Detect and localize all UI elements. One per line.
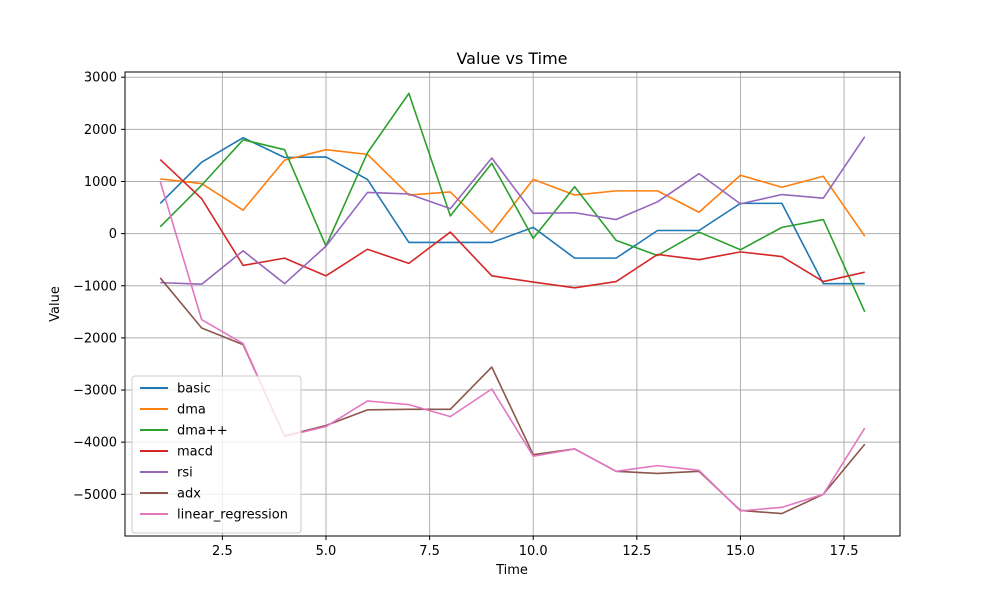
legend-label: adx [177, 487, 201, 502]
x-tick-label: 10.0 [519, 544, 548, 559]
y-axis-label: Value [48, 286, 63, 322]
legend-label: linear_regression [177, 508, 288, 523]
x-tick-label: 17.5 [830, 544, 859, 559]
x-tick-label: 12.5 [622, 544, 651, 559]
y-tick-label: −2000 [73, 331, 117, 346]
legend: basic dma dma++ macd rsi adx linear_regression [131, 375, 302, 534]
series-line-rsi [160, 136, 866, 285]
series-line-basic [159, 136, 865, 285]
y-tick-label: −4000 [73, 436, 117, 451]
series-line-macd [159, 159, 865, 289]
plot-frame [124, 71, 901, 537]
legend-label: macd [177, 445, 213, 460]
legend-label: dma++ [177, 424, 228, 439]
y-tick-label: 3000 [84, 71, 117, 86]
series-line-dma [160, 148, 866, 237]
y-tick-label: −1000 [73, 279, 117, 294]
chart-title: Value vs Time [456, 49, 567, 68]
axis-ticks: 2.5 5.0 7.5 10.0 12.5 15.0 17.5 −5000 −4000 −3000… [73, 71, 859, 559]
x-tick-label: 2.5 [212, 544, 233, 559]
x-tick-label: 7.5 [419, 544, 440, 559]
y-tick-label: −5000 [73, 488, 117, 503]
legend-label: basic [177, 382, 211, 397]
x-tick-label: 15.0 [726, 544, 755, 559]
y-tick-label: 2000 [84, 123, 117, 138]
x-axis-label: Time [495, 563, 528, 578]
legend-box [131, 375, 302, 534]
y-tick-label: 1000 [84, 175, 117, 190]
legend-label: rsi [177, 466, 193, 481]
x-tick-label: 5.0 [316, 544, 337, 559]
y-tick-label: −3000 [73, 384, 117, 399]
series-line-dma- [159, 92, 866, 313]
y-tick-label: 0 [109, 227, 117, 242]
legend-label: dma [177, 403, 206, 418]
